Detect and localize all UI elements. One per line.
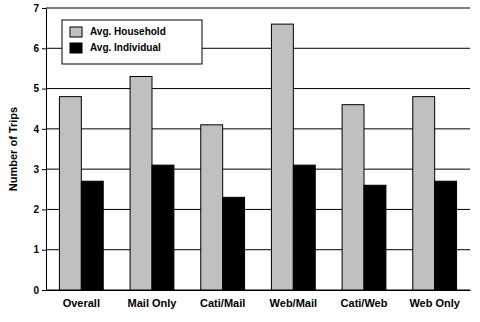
grid <box>46 8 470 290</box>
bar <box>293 165 315 290</box>
bar <box>59 97 81 290</box>
grid-line <box>46 169 470 170</box>
x-tick-label: Web Only <box>409 297 460 309</box>
x-tick-label: Cati/Web <box>341 297 388 309</box>
grid-line <box>46 128 470 129</box>
y-tick-label: 5 <box>33 83 39 94</box>
bar <box>130 76 152 290</box>
y-tick: 4 <box>33 124 46 135</box>
y-tick-mark <box>42 209 46 210</box>
x-tick-label: Overall <box>63 297 100 309</box>
y-tick: 3 <box>33 164 46 175</box>
legend-swatch <box>70 43 82 53</box>
chart-svg: 0 1 2 3 4 5 6 7 Overall Mail Only Cati/Mail Web/Mai… <box>0 0 480 322</box>
x-tick-label: Web/Mail <box>270 297 317 309</box>
y-tick-label: 4 <box>33 124 39 135</box>
bar <box>364 185 386 290</box>
legend: Avg. Household Avg. Individual <box>62 20 202 64</box>
grid-line <box>46 209 470 210</box>
chart-container: 0 1 2 3 4 5 6 7 Overall Mail Only Cati/Mail Web/Mai… <box>0 0 480 322</box>
x-tick-label: Cati/Mail <box>200 297 245 309</box>
x-tick: Mail Only <box>128 297 178 309</box>
grid-line <box>46 8 470 9</box>
bar <box>413 97 435 290</box>
y-tick: 5 <box>33 83 46 94</box>
x-tick: Web Only <box>409 297 460 309</box>
x-tick: Cati/Web <box>341 297 388 309</box>
grid-line <box>46 249 470 250</box>
x-tick: Cati/Mail <box>200 297 245 309</box>
y-tick-mark <box>42 250 46 251</box>
bar <box>435 181 457 290</box>
y-tick-mark <box>42 8 46 9</box>
y-tick: 1 <box>33 244 46 255</box>
bar <box>342 105 364 290</box>
y-tick: 7 <box>33 3 46 14</box>
y-tick-label: 6 <box>33 43 39 54</box>
y-axis-title: Number of Trips <box>7 107 19 191</box>
grid-line <box>46 88 470 89</box>
legend-swatch <box>70 27 82 37</box>
y-tick-label: 2 <box>33 204 39 215</box>
bar <box>223 197 245 290</box>
y-tick-mark <box>42 89 46 90</box>
legend-label: Avg. Household <box>90 26 166 37</box>
bar <box>271 24 293 290</box>
bar <box>201 125 223 290</box>
y-tick: 2 <box>33 204 46 215</box>
plot-area: 0 1 2 3 4 5 6 7 Overall Mail Only Cati/Mail Web/Mai… <box>33 3 470 309</box>
y-tick-label: 1 <box>33 244 39 255</box>
legend-label: Avg. Individual <box>90 42 161 53</box>
y-tick-label: 0 <box>33 285 39 296</box>
x-axis: Overall Mail Only Cati/Mail Web/Mail Cati/We… <box>47 291 471 309</box>
grid-line <box>46 290 470 291</box>
x-tick: Web/Mail <box>270 297 317 309</box>
x-tick-label: Mail Only <box>128 297 178 309</box>
y-tick: 0 <box>33 285 46 296</box>
y-tick-label: 7 <box>33 3 39 14</box>
y-tick-mark <box>42 48 46 49</box>
bar <box>152 165 174 290</box>
bar <box>81 181 103 290</box>
y-tick-mark <box>42 290 46 291</box>
x-tick: Overall <box>63 297 100 309</box>
legend-box <box>62 20 202 64</box>
y-tick-mark <box>42 129 46 130</box>
x-axis-line <box>47 290 471 291</box>
y-tick-mark <box>42 169 46 170</box>
y-tick: 6 <box>33 43 46 54</box>
y-tick-label: 3 <box>33 164 39 175</box>
y-axis: 0 1 2 3 4 5 6 7 <box>33 3 46 296</box>
y-axis-line <box>46 9 47 291</box>
